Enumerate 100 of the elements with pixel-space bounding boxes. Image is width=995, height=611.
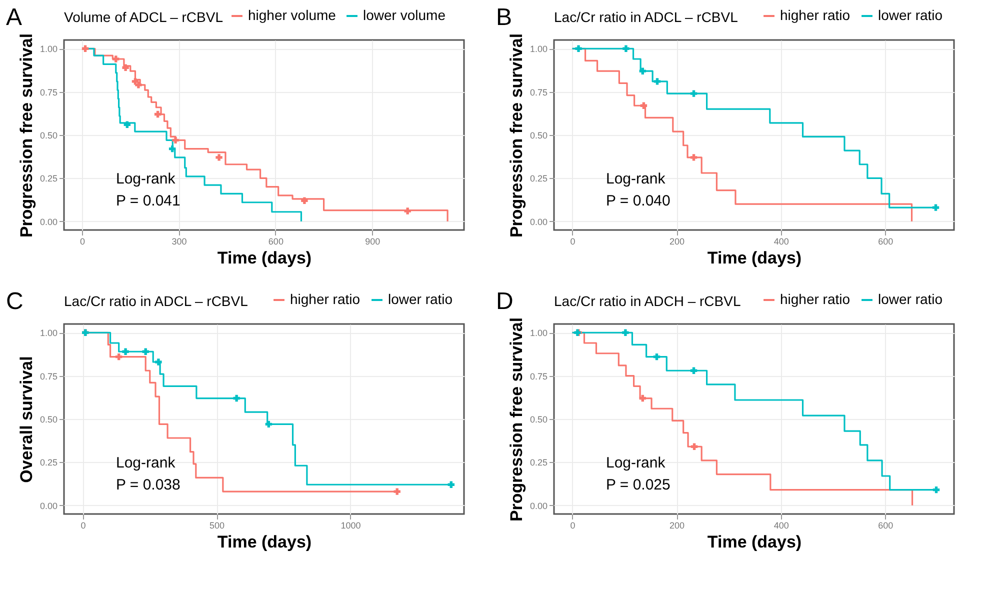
point <box>640 102 648 109</box>
point <box>622 45 630 52</box>
x-tick-label: 0 <box>570 236 576 246</box>
y-tick-label: 0.25 <box>40 174 58 184</box>
point <box>112 56 120 62</box>
chart-title: Lac/Cr ratio in ADCL – rCBVL <box>554 9 738 25</box>
x-axis-title: Time (days) <box>707 248 802 268</box>
legend-label: lower ratio <box>878 291 943 307</box>
point <box>639 68 646 74</box>
y-axis-title: Progression free survival <box>506 33 526 238</box>
x-tick-label: 400 <box>774 520 789 530</box>
x-tick-label: 300 <box>172 236 187 246</box>
y-tick-label: 0.25 <box>530 458 548 468</box>
y-tick-label: 0.50 <box>530 414 548 424</box>
y-tick-label: 1.00 <box>40 44 58 54</box>
annotation: Log-rank <box>116 454 176 472</box>
annotation: P = 0.025 <box>606 476 670 494</box>
y-tick-label: 0.00 <box>40 500 58 511</box>
y-tick-label: 0.00 <box>530 500 548 511</box>
point <box>932 204 940 211</box>
x-tick-label: 400 <box>774 236 789 246</box>
point <box>115 353 122 360</box>
y-tick-label: 0.00 <box>40 216 58 227</box>
x-axis-title: Time (days) <box>217 532 312 552</box>
y-axis-title: Overall survival <box>16 356 36 483</box>
y-tick-label: 0.25 <box>40 458 58 468</box>
point <box>233 394 240 402</box>
point <box>172 136 179 144</box>
point <box>216 154 222 161</box>
y-tick-label: 0.50 <box>40 130 58 140</box>
text: C <box>6 288 24 315</box>
x-tick-label: 600 <box>268 236 284 246</box>
point <box>622 329 629 336</box>
point <box>168 145 176 152</box>
annotation: Log-rank <box>606 170 666 188</box>
y-tick-label: 0.75 <box>530 87 548 98</box>
x-tick-label: 200 <box>670 236 685 246</box>
point <box>690 90 698 97</box>
annotation: P = 0.041 <box>116 192 180 210</box>
point <box>448 481 455 488</box>
chart-title: Lac/Cr ratio in ADCH – rCBVL <box>554 293 741 309</box>
point <box>142 348 149 355</box>
point <box>932 486 940 494</box>
x-axis-title: Time (days) <box>707 532 802 552</box>
annotation: P = 0.038 <box>116 476 180 494</box>
legend-label: higher ratio <box>780 291 850 307</box>
legend-label: lower ratio <box>388 291 453 307</box>
y-tick-label: 0.50 <box>530 130 548 140</box>
annotation: Log-rank <box>606 454 666 472</box>
point <box>135 82 142 88</box>
x-tick-label: 0 <box>80 520 86 530</box>
point <box>653 353 660 360</box>
y-tick-label: 0.75 <box>40 371 58 382</box>
y-tick-label: 0.25 <box>530 174 548 184</box>
y-tick-label: 0.00 <box>530 216 548 227</box>
point <box>654 78 661 85</box>
text: D <box>496 288 514 315</box>
x-tick-label: 600 <box>878 520 894 530</box>
x-axis-title: Time (days) <box>217 248 312 268</box>
x-tick-label: 1000 <box>340 520 361 530</box>
point <box>690 154 698 161</box>
y-axis-title: Progression free survival <box>16 33 36 238</box>
legend-label: higher volume <box>248 7 336 23</box>
x-tick-label: 0 <box>80 236 86 246</box>
point <box>575 45 582 52</box>
annotation: P = 0.040 <box>606 192 670 210</box>
y-tick-label: 1.00 <box>40 328 58 338</box>
point <box>394 488 400 495</box>
legend-label: lower ratio <box>878 7 943 23</box>
point <box>301 197 308 204</box>
point <box>124 121 131 128</box>
x-tick-label: 500 <box>209 520 225 530</box>
point <box>690 443 698 450</box>
x-tick-label: 0 <box>570 520 576 530</box>
legend-label: higher ratio <box>290 291 360 307</box>
legend-label: higher ratio <box>780 7 850 23</box>
y-tick-label: 0.75 <box>530 371 548 382</box>
point <box>639 394 646 402</box>
point <box>122 64 129 71</box>
chart-title: Lac/Cr ratio in ADCL – rCBVL <box>64 293 248 309</box>
x-tick-label: 600 <box>878 236 894 246</box>
point <box>265 420 272 428</box>
y-tick-label: 0.75 <box>40 87 58 98</box>
y-tick-label: 1.00 <box>530 44 548 54</box>
y-axis-title: Progression free survival <box>506 317 526 522</box>
x-tick-label: 900 <box>365 236 380 246</box>
point <box>122 348 129 355</box>
x-tick-label: 200 <box>670 520 685 530</box>
point <box>82 45 89 52</box>
annotation: Log-rank <box>116 170 176 188</box>
legend-label: lower volume <box>363 7 446 23</box>
text: B <box>496 4 512 31</box>
y-tick-label: 1.00 <box>530 328 548 338</box>
y-tick-label: 0.50 <box>40 414 58 424</box>
point <box>154 110 162 118</box>
text: A <box>6 4 22 31</box>
point <box>404 208 411 214</box>
chart-title: Volume of ADCL – rCBVL <box>64 9 224 25</box>
point <box>155 358 162 366</box>
point <box>690 367 698 374</box>
